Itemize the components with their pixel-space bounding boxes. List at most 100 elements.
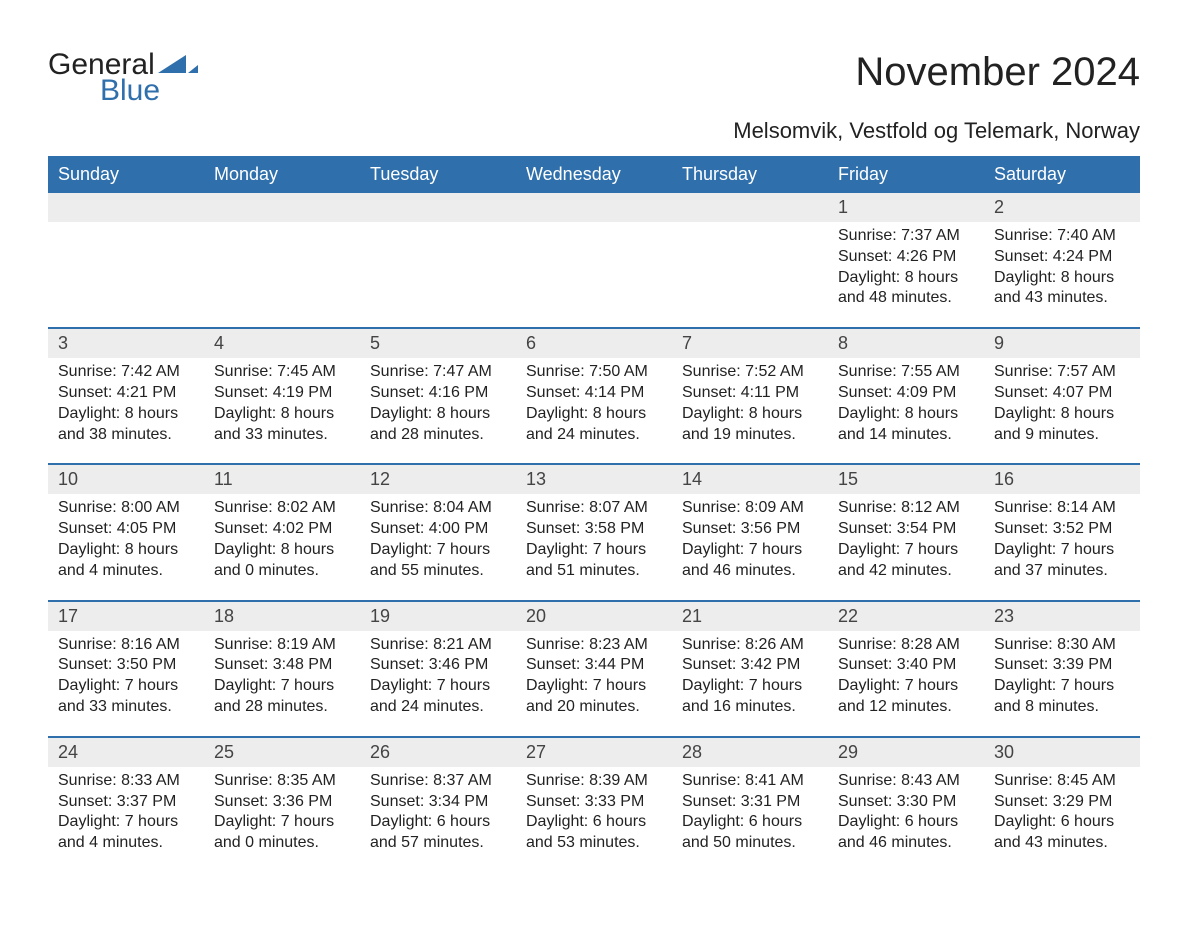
daylight-line2: and 12 minutes. xyxy=(838,697,974,718)
day-cell: Sunrise: 8:14 AMSunset: 3:52 PMDaylight:… xyxy=(984,494,1140,599)
daylight-line2: and 53 minutes. xyxy=(526,833,662,854)
sunset-text: Sunset: 3:58 PM xyxy=(526,519,662,540)
daylight-line2: and 43 minutes. xyxy=(994,833,1130,854)
sunrise-text: Sunrise: 8:12 AM xyxy=(838,498,974,519)
sunrise-text: Sunrise: 8:23 AM xyxy=(526,635,662,656)
day-cell: Sunrise: 8:02 AMSunset: 4:02 PMDaylight:… xyxy=(204,494,360,599)
sunrise-text: Sunrise: 7:55 AM xyxy=(838,362,974,383)
sunrise-text: Sunrise: 8:14 AM xyxy=(994,498,1130,519)
sunrise-text: Sunrise: 7:50 AM xyxy=(526,362,662,383)
weekday-wednesday: Wednesday xyxy=(516,156,672,193)
day-cell: Sunrise: 8:30 AMSunset: 3:39 PMDaylight:… xyxy=(984,631,1140,736)
daylight-line2: and 55 minutes. xyxy=(370,561,506,582)
logo: General Blue xyxy=(48,50,198,106)
sunrise-text: Sunrise: 8:26 AM xyxy=(682,635,818,656)
daylight-line1: Daylight: 8 hours xyxy=(58,540,194,561)
sunset-text: Sunset: 3:36 PM xyxy=(214,792,350,813)
day-number: 18 xyxy=(204,602,360,631)
sunset-text: Sunset: 4:07 PM xyxy=(994,383,1130,404)
daylight-line1: Daylight: 8 hours xyxy=(370,404,506,425)
sunrise-text: Sunrise: 8:04 AM xyxy=(370,498,506,519)
daylight-line1: Daylight: 7 hours xyxy=(370,540,506,561)
day-cell xyxy=(204,222,360,327)
week-row: 3456789Sunrise: 7:42 AMSunset: 4:21 PMDa… xyxy=(48,327,1140,463)
day-content-row: Sunrise: 8:00 AMSunset: 4:05 PMDaylight:… xyxy=(48,494,1140,599)
sunset-text: Sunset: 4:14 PM xyxy=(526,383,662,404)
sunset-text: Sunset: 3:34 PM xyxy=(370,792,506,813)
day-content-row: Sunrise: 8:33 AMSunset: 3:37 PMDaylight:… xyxy=(48,767,1140,872)
sunset-text: Sunset: 4:05 PM xyxy=(58,519,194,540)
daylight-line1: Daylight: 8 hours xyxy=(838,404,974,425)
weekday-header-row: Sunday Monday Tuesday Wednesday Thursday… xyxy=(48,156,1140,193)
day-number: 30 xyxy=(984,738,1140,767)
daylight-line1: Daylight: 8 hours xyxy=(526,404,662,425)
week-row: 12Sunrise: 7:37 AMSunset: 4:26 PMDayligh… xyxy=(48,193,1140,327)
sunset-text: Sunset: 3:52 PM xyxy=(994,519,1130,540)
sunrise-text: Sunrise: 7:42 AM xyxy=(58,362,194,383)
daylight-line2: and 33 minutes. xyxy=(58,697,194,718)
daylight-line2: and 38 minutes. xyxy=(58,425,194,446)
daylight-line1: Daylight: 6 hours xyxy=(370,812,506,833)
day-cell: Sunrise: 8:28 AMSunset: 3:40 PMDaylight:… xyxy=(828,631,984,736)
day-number: 27 xyxy=(516,738,672,767)
sunrise-text: Sunrise: 8:43 AM xyxy=(838,771,974,792)
day-content-row: Sunrise: 7:37 AMSunset: 4:26 PMDaylight:… xyxy=(48,222,1140,327)
day-number: 28 xyxy=(672,738,828,767)
sunset-text: Sunset: 3:37 PM xyxy=(58,792,194,813)
location-text: Melsomvik, Vestfold og Telemark, Norway xyxy=(733,118,1140,144)
title-block: November 2024 Melsomvik, Vestfold og Tel… xyxy=(733,50,1140,144)
day-number: 16 xyxy=(984,465,1140,494)
daylight-line1: Daylight: 7 hours xyxy=(370,676,506,697)
sunrise-text: Sunrise: 8:41 AM xyxy=(682,771,818,792)
day-number xyxy=(360,193,516,222)
day-number: 5 xyxy=(360,329,516,358)
day-cell xyxy=(672,222,828,327)
day-number: 9 xyxy=(984,329,1140,358)
sunrise-text: Sunrise: 8:30 AM xyxy=(994,635,1130,656)
sunrise-text: Sunrise: 8:16 AM xyxy=(58,635,194,656)
daylight-line2: and 4 minutes. xyxy=(58,561,194,582)
daylight-line1: Daylight: 8 hours xyxy=(838,268,974,289)
sunrise-text: Sunrise: 7:47 AM xyxy=(370,362,506,383)
daylight-line2: and 19 minutes. xyxy=(682,425,818,446)
day-number-row: 24252627282930 xyxy=(48,738,1140,767)
sunrise-text: Sunrise: 8:09 AM xyxy=(682,498,818,519)
day-cell xyxy=(48,222,204,327)
day-cell: Sunrise: 7:40 AMSunset: 4:24 PMDaylight:… xyxy=(984,222,1140,327)
sunset-text: Sunset: 4:11 PM xyxy=(682,383,818,404)
day-number: 10 xyxy=(48,465,204,494)
daylight-line1: Daylight: 7 hours xyxy=(994,676,1130,697)
daylight-line1: Daylight: 7 hours xyxy=(214,676,350,697)
weekday-sunday: Sunday xyxy=(48,156,204,193)
sunrise-text: Sunrise: 8:35 AM xyxy=(214,771,350,792)
day-number: 26 xyxy=(360,738,516,767)
daylight-line2: and 46 minutes. xyxy=(682,561,818,582)
daylight-line1: Daylight: 7 hours xyxy=(682,540,818,561)
daylight-line1: Daylight: 7 hours xyxy=(526,676,662,697)
day-number: 11 xyxy=(204,465,360,494)
calendar: Sunday Monday Tuesday Wednesday Thursday… xyxy=(48,156,1140,872)
daylight-line2: and 14 minutes. xyxy=(838,425,974,446)
day-cell xyxy=(516,222,672,327)
day-number: 8 xyxy=(828,329,984,358)
daylight-line1: Daylight: 7 hours xyxy=(838,540,974,561)
day-number: 20 xyxy=(516,602,672,631)
daylight-line1: Daylight: 7 hours xyxy=(58,676,194,697)
day-number xyxy=(48,193,204,222)
day-number: 15 xyxy=(828,465,984,494)
day-number xyxy=(204,193,360,222)
daylight-line1: Daylight: 7 hours xyxy=(838,676,974,697)
sunset-text: Sunset: 3:29 PM xyxy=(994,792,1130,813)
daylight-line2: and 4 minutes. xyxy=(58,833,194,854)
daylight-line1: Daylight: 6 hours xyxy=(994,812,1130,833)
daylight-line2: and 24 minutes. xyxy=(370,697,506,718)
daylight-line2: and 8 minutes. xyxy=(994,697,1130,718)
day-cell: Sunrise: 8:26 AMSunset: 3:42 PMDaylight:… xyxy=(672,631,828,736)
sunrise-text: Sunrise: 7:52 AM xyxy=(682,362,818,383)
daylight-line1: Daylight: 8 hours xyxy=(214,404,350,425)
weekday-tuesday: Tuesday xyxy=(360,156,516,193)
daylight-line2: and 28 minutes. xyxy=(214,697,350,718)
sunset-text: Sunset: 3:30 PM xyxy=(838,792,974,813)
day-number: 2 xyxy=(984,193,1140,222)
sunset-text: Sunset: 3:56 PM xyxy=(682,519,818,540)
